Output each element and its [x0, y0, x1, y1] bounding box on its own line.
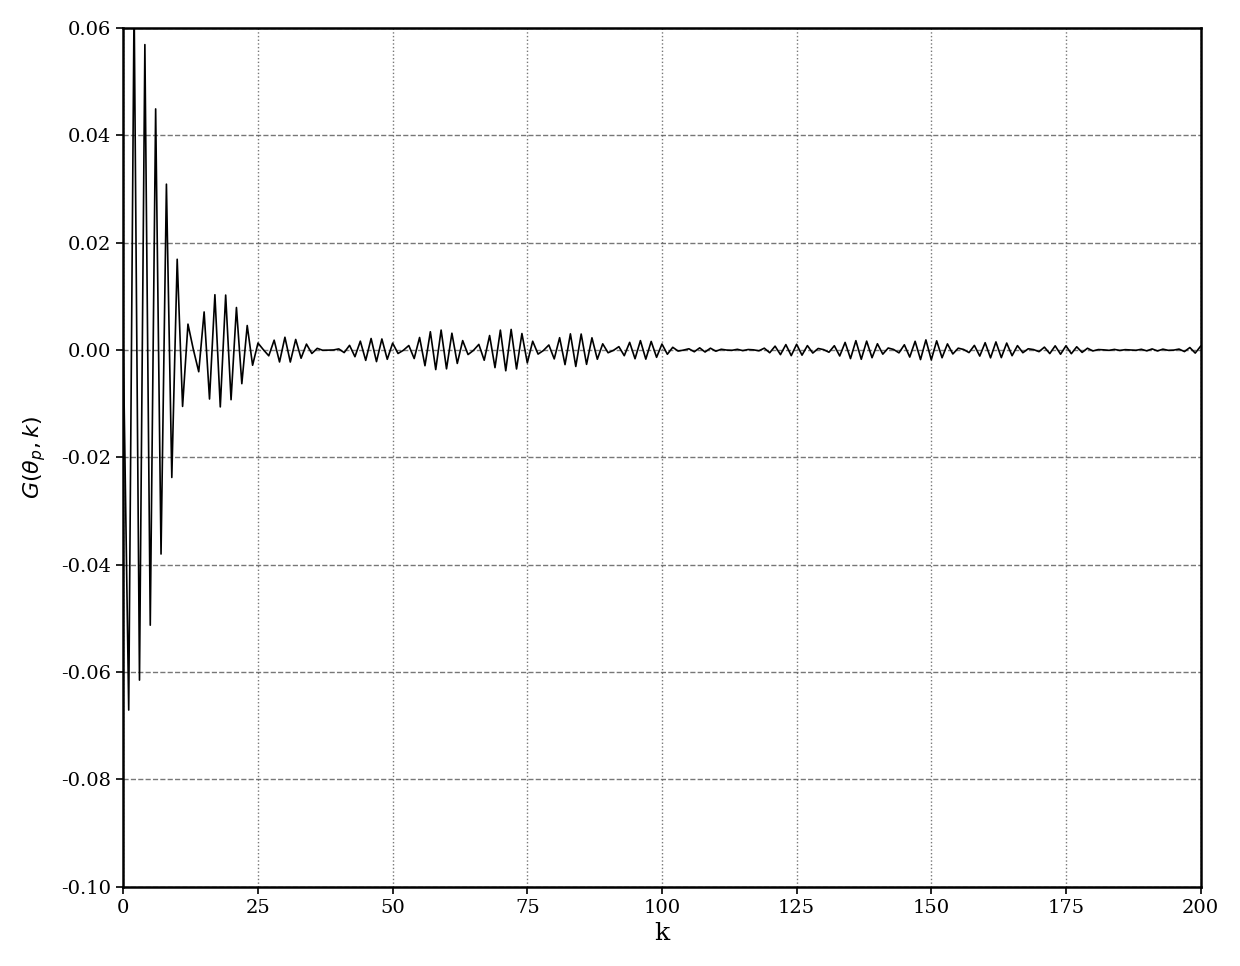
Y-axis label: $G(\theta_p, k)$: $G(\theta_p, k)$	[21, 415, 47, 498]
X-axis label: k: k	[655, 923, 670, 945]
